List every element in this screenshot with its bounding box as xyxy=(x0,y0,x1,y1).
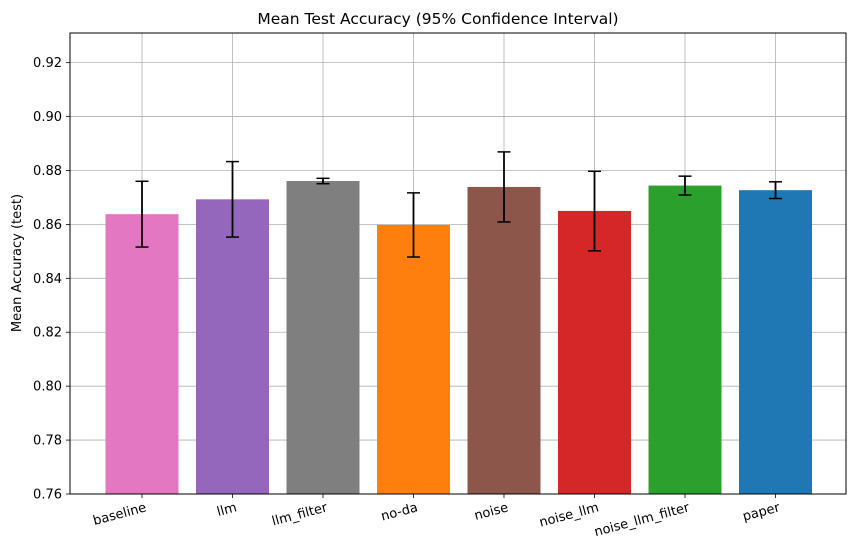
y-tick-label: 0.84 xyxy=(33,272,62,287)
bars xyxy=(105,181,812,495)
y-tick-label: 0.76 xyxy=(33,488,62,503)
y-tick-label: 0.82 xyxy=(33,326,62,341)
bar-noise_llm_filter xyxy=(648,185,722,494)
y-axis-label: Mean Accuracy (test) xyxy=(10,194,25,332)
x-tick-label: noise xyxy=(473,500,510,523)
x-tick-label: no-da xyxy=(380,500,420,524)
bar-noise_llm xyxy=(558,210,631,495)
bar-no-da xyxy=(377,224,450,494)
y-tick-label: 0.88 xyxy=(33,164,62,179)
y-tick-label: 0.80 xyxy=(33,380,62,395)
y-tick-label: 0.92 xyxy=(33,56,62,71)
x-tick-label: llm_filter xyxy=(270,500,329,529)
y-axis-ticks: 0.76 0.78 0.80 0.82 0.84 0.86 0.88 0.90 0.92 xyxy=(33,56,70,503)
y-tick-label: 0.90 xyxy=(33,110,62,125)
grid-lines xyxy=(70,33,846,495)
x-tick-label: noise_llm_filter xyxy=(593,500,692,540)
plot-frame xyxy=(69,32,847,495)
x-tick-label: noise_llm xyxy=(538,500,601,530)
y-tick-label: 0.78 xyxy=(33,434,62,449)
x-tick-label: paper xyxy=(741,500,782,524)
x-axis-ticks: baseline llm llm_filter no-da noise noise_llm… xyxy=(92,494,782,540)
x-tick-label: llm xyxy=(215,500,238,520)
y-tick-label: 0.86 xyxy=(33,218,62,233)
chart-title: Mean Test Accuracy (95% Confidence Inter… xyxy=(257,10,618,28)
bar-noise xyxy=(467,186,541,494)
bar-paper xyxy=(739,190,812,495)
x-tick-label: baseline xyxy=(92,500,148,529)
bar-baseline xyxy=(105,214,179,494)
error-bars xyxy=(135,151,782,258)
bar-llm xyxy=(196,199,269,494)
bar-llm_filter xyxy=(286,181,360,495)
